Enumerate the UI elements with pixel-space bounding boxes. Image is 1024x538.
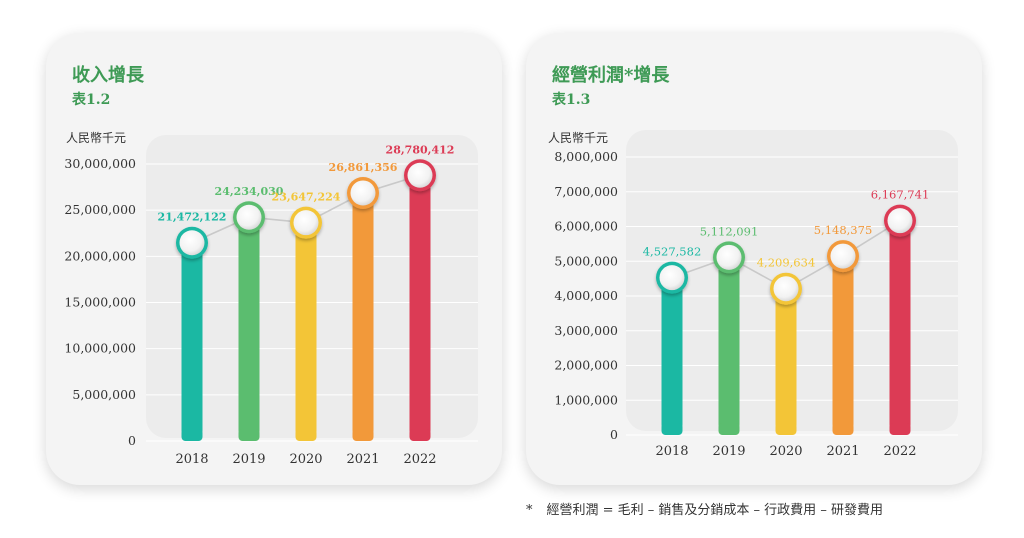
operating-profit-y-tick-label: 8,000,000 <box>554 149 618 164</box>
revenue-x-tick-label: 2019 <box>232 452 265 467</box>
operating-profit-bar-base <box>661 423 683 435</box>
revenue-y-tick-label: 20,000,000 <box>64 248 136 263</box>
operating-profit-bar-base <box>832 423 854 435</box>
revenue-y-tick-label: 15,000,000 <box>64 295 136 310</box>
operating-profit-point-marker <box>887 208 913 234</box>
operating-profit-data-label: 4,209,634 <box>757 256 816 270</box>
operating-profit-data-label: 5,112,091 <box>700 224 759 238</box>
revenue-y-tick-label: 25,000,000 <box>64 202 136 217</box>
revenue-chart-unit: 人民幣千元 <box>66 131 127 145</box>
revenue-data-label: 23,647,224 <box>272 191 341 204</box>
revenue-y-tick-label: 0 <box>128 433 136 448</box>
footnote: * 經營利潤 = 毛利 – 銷售及分銷成本 – 行政費用 – 研發費用 <box>526 499 883 518</box>
operating-profit-y-tick-label: 2,000,000 <box>554 358 618 373</box>
revenue-point-marker <box>236 204 262 230</box>
revenue-bar-base <box>295 429 317 441</box>
operating-profit-x-tick-label: 2018 <box>655 444 688 459</box>
revenue-y-tick-label: 30,000,000 <box>64 156 136 171</box>
revenue-bar <box>181 242 203 441</box>
revenue-bar <box>409 175 431 441</box>
operating-profit-point-marker <box>773 276 799 302</box>
operating-profit-bar <box>718 257 740 435</box>
operating-profit-bar-base <box>718 423 740 435</box>
operating-profit-data-label: 5,148,375 <box>814 223 873 237</box>
footnote-text: 經營利潤 = 毛利 – 銷售及分銷成本 – 行政費用 – 研發費用 <box>546 503 883 518</box>
operating-profit-x-tick-label: 2019 <box>712 444 745 459</box>
operating-profit-bar-chart: 0 1,000,000 2,000,000 3,000,000 4,000,000 5,0… <box>554 130 958 459</box>
operating-profit-chart-unit: 人民幣千元 <box>548 131 609 145</box>
revenue-point-marker <box>407 162 433 188</box>
revenue-x-tick-label: 2020 <box>289 452 322 467</box>
revenue-chart-card: 收入增長 表1.2 人民幣千元 0 5,000,000 10,000,000 15,0… <box>46 33 502 485</box>
operating-profit-bar <box>661 277 683 435</box>
operating-profit-y-tick-label: 7,000,000 <box>554 184 618 199</box>
operating-profit-chart-subtitle: 表1.3 <box>552 92 591 108</box>
operating-profit-y-tick-label: 4,000,000 <box>554 288 618 303</box>
revenue-bar-base <box>409 429 431 441</box>
operating-profit-x-tick-label: 2020 <box>769 444 802 459</box>
revenue-x-tick-label: 2018 <box>175 452 208 467</box>
operating-profit-data-label: 6,167,741 <box>871 188 930 202</box>
operating-profit-bar-base <box>775 423 797 435</box>
revenue-bar <box>295 222 317 441</box>
revenue-data-label: 24,234,030 <box>215 185 284 198</box>
revenue-y-tick-label: 5,000,000 <box>72 387 136 402</box>
revenue-y-tick-label: 10,000,000 <box>64 341 136 356</box>
revenue-x-tick-label: 2021 <box>346 452 379 467</box>
operating-profit-y-tick-label: 5,000,000 <box>554 253 618 268</box>
operating-profit-point-marker <box>716 244 742 270</box>
revenue-bar <box>352 192 374 441</box>
operating-profit-y-tick-label: 0 <box>610 427 618 442</box>
revenue-bar-base <box>181 429 203 441</box>
operating-profit-bar <box>775 288 797 435</box>
revenue-bar <box>238 217 260 441</box>
revenue-bar-base <box>352 429 374 441</box>
operating-profit-x-tick-label: 2021 <box>826 444 859 459</box>
revenue-data-label: 21,472,122 <box>158 211 227 224</box>
revenue-chart-title: 收入增長 <box>72 65 144 86</box>
operating-profit-point-marker <box>659 265 685 291</box>
operating-profit-bar <box>832 256 854 435</box>
revenue-point-marker <box>350 180 376 206</box>
operating-profit-point-marker <box>830 243 856 269</box>
revenue-point-marker <box>293 210 319 236</box>
operating-profit-x-tick-label: 2022 <box>883 444 916 459</box>
operating-profit-y-tick-label: 1,000,000 <box>554 392 618 407</box>
operating-profit-chart-title: 經營利潤*增長 <box>552 65 670 86</box>
operating-profit-data-label: 4,527,582 <box>643 245 702 259</box>
operating-profit-y-tick-label: 3,000,000 <box>554 323 618 338</box>
operating-profit-y-tick-label: 6,000,000 <box>554 219 618 234</box>
revenue-point-marker <box>179 230 205 256</box>
revenue-bar-base <box>238 429 260 441</box>
footnote-marker: * <box>526 503 533 518</box>
operating-profit-chart-card: 經營利潤*增長 表1.3 人民幣千元 0 1,000,000 2,000,000 3,… <box>526 33 982 485</box>
revenue-x-tick-label: 2022 <box>403 452 436 467</box>
revenue-data-label: 28,780,412 <box>386 143 455 156</box>
revenue-bar-chart: 0 5,000,000 10,000,000 15,000,000 20,000,000… <box>64 135 478 467</box>
revenue-chart-subtitle: 表1.2 <box>72 92 111 108</box>
operating-profit-bar-base <box>889 423 911 435</box>
operating-profit-bar <box>889 220 911 435</box>
revenue-data-label: 26,861,356 <box>329 161 398 174</box>
